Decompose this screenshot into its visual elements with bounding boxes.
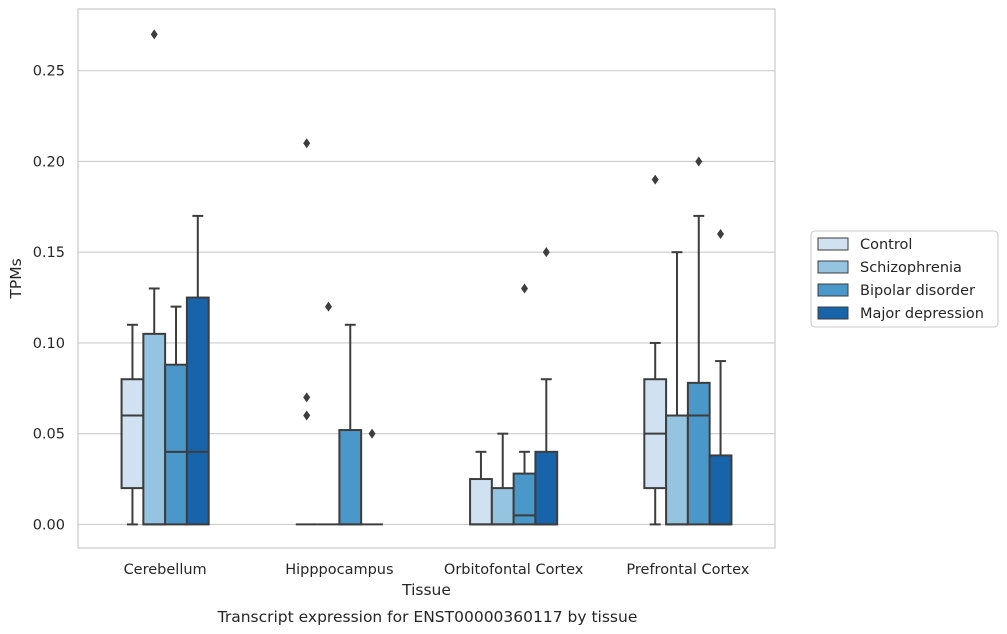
box-body <box>142 332 167 526</box>
x-tick-label: Prefrontal Cortex <box>626 562 749 578</box>
legend-swatch <box>817 283 849 297</box>
outlier-point <box>303 138 311 149</box>
legend-label: Major depression <box>860 306 984 322</box>
box-body <box>708 454 733 526</box>
outlier-point <box>303 392 311 403</box>
box-1-3 <box>665 251 689 526</box>
x-tick-label: Cerebellum <box>124 562 207 578</box>
box-body <box>120 378 145 490</box>
legend-label: Schizophrenia <box>860 260 962 276</box>
box-body <box>490 487 515 526</box>
plot-area <box>77 8 776 549</box>
y-tick-label: 0.00 <box>33 517 65 533</box>
box-body <box>665 414 689 526</box>
legend-swatch <box>817 237 849 251</box>
x-axis-label: Tissue <box>401 581 451 599</box>
box-2-1 <box>338 323 363 526</box>
box-body <box>512 472 537 526</box>
y-tick-label: 0.15 <box>33 245 65 261</box>
outlier-point <box>324 301 332 312</box>
box-3-0 <box>185 214 210 526</box>
box-1-0 <box>142 29 167 526</box>
box-3-1 <box>361 428 383 526</box>
box-2-0 <box>164 305 188 526</box>
legend-frame <box>810 230 999 328</box>
box-body <box>469 478 493 526</box>
box-0-0 <box>120 323 145 526</box>
outlier-point <box>717 229 725 240</box>
boxes <box>120 29 733 526</box>
outlier-point <box>368 428 376 439</box>
outlier-point <box>695 156 703 167</box>
outlier-point <box>150 29 158 40</box>
box-0-1 <box>295 138 318 526</box>
box-body <box>338 429 363 526</box>
outlier-point <box>651 174 659 185</box>
y-axis: 0.00 0.05 0.10 0.15 0.20 0.25 <box>33 64 65 534</box>
box-2-2 <box>512 283 537 526</box>
outlier-point <box>542 247 550 258</box>
legend-label: Control <box>860 237 912 253</box>
box-3-2 <box>534 247 559 526</box>
y-axis-label: TPMs <box>7 258 25 299</box>
x-axis: Cerebellum Hipppocampus Orbitofontal Corte… <box>124 562 750 578</box>
x-tick-label: Orbitofontal Cortex <box>444 562 584 578</box>
box-body <box>185 296 210 526</box>
outlier-point <box>521 283 529 294</box>
x-tick-label: Hipppocampus <box>285 562 393 578</box>
y-tick-label: 0.05 <box>33 427 65 443</box>
outlier-point <box>303 410 311 421</box>
box-1-2 <box>490 432 515 526</box>
y-tick-label: 0.10 <box>33 336 65 352</box>
box-0-3 <box>643 174 668 526</box>
box-1-1 <box>317 301 340 526</box>
legend-swatch <box>817 260 849 274</box>
chart-caption: Transcript expression for ENST0000036011… <box>217 608 638 626</box>
box-body <box>686 381 711 526</box>
box-body <box>164 363 188 526</box>
legend-label: Bipolar disorder <box>860 283 975 299</box>
box-0-2 <box>469 450 493 526</box>
box-2-3 <box>686 156 711 526</box>
y-tick-label: 0.25 <box>33 64 65 80</box>
legend: Control Schizophrenia Bipolar disorder Majo… <box>810 230 999 328</box>
y-tick-label: 0.20 <box>33 154 65 170</box>
legend-swatch <box>817 306 849 320</box>
box-3-3 <box>708 229 733 526</box>
box-body <box>534 450 559 526</box>
